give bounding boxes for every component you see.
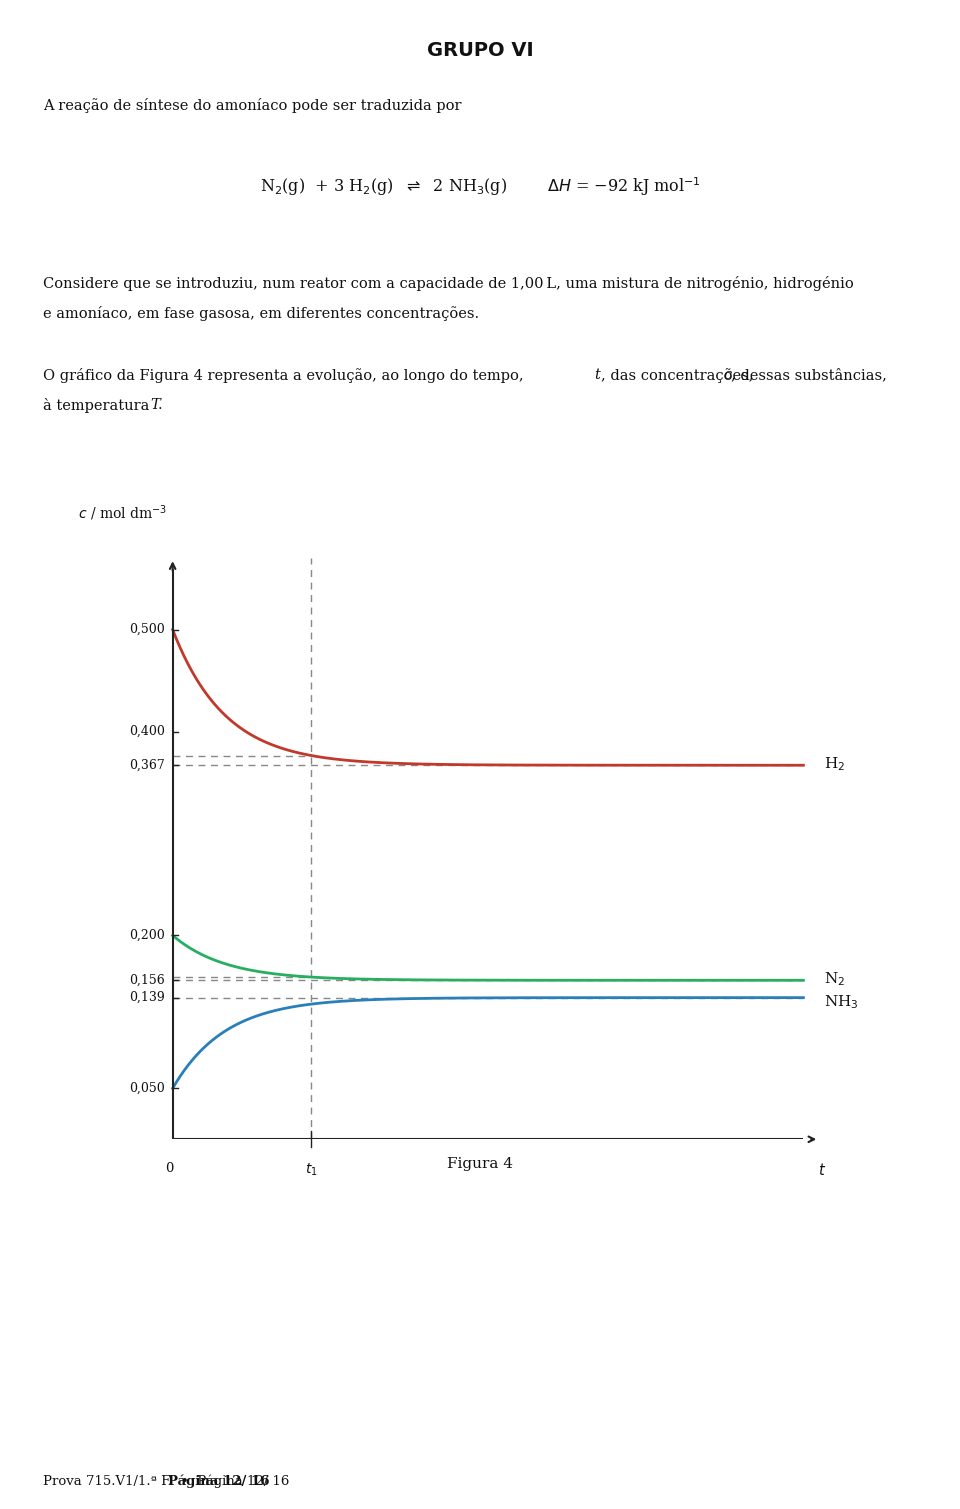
Text: 0,139: 0,139 <box>130 991 165 1003</box>
Text: à temperatura: à temperatura <box>43 398 155 413</box>
Text: T: T <box>151 398 160 412</box>
Text: 0,156: 0,156 <box>130 973 165 987</box>
Text: N$_2$(g)  + 3 H$_2$(g)  $\rightleftharpoons$  2 NH$_3$(g)        $\Delta H$ = $-: N$_2$(g) + 3 H$_2$(g) $\rightleftharpoon… <box>259 175 701 199</box>
Text: Página 12/ 16: Página 12/ 16 <box>168 1474 270 1488</box>
Text: GRUPO VI: GRUPO VI <box>426 41 534 60</box>
Text: H$_2$: H$_2$ <box>825 756 846 773</box>
Text: O gráfico da Figura 4 representa a evolução, ao longo do tempo,: O gráfico da Figura 4 representa a evolu… <box>43 368 528 383</box>
Text: 0: 0 <box>165 1162 174 1174</box>
Text: c: c <box>724 368 732 382</box>
Text: 0,500: 0,500 <box>130 623 165 637</box>
Text: A reação de síntese do amoníaco pode ser traduzida por: A reação de síntese do amoníaco pode ser… <box>43 98 462 113</box>
Text: , das concentrações,: , das concentrações, <box>601 368 758 383</box>
Text: t: t <box>593 368 600 382</box>
Text: , dessas substâncias,: , dessas substâncias, <box>731 368 886 382</box>
Text: Considere que se introduziu, num reator com a capacidade de 1,00 L, uma mistura : Considere que se introduziu, num reator … <box>43 276 854 291</box>
Text: 0,400: 0,400 <box>130 726 165 738</box>
Text: N$_2$: N$_2$ <box>825 970 846 988</box>
Text: $c$ / mol dm$^{-3}$: $c$ / mol dm$^{-3}$ <box>79 504 167 524</box>
Text: .: . <box>157 398 162 412</box>
Text: $t$: $t$ <box>818 1162 827 1177</box>
Text: $t_1$: $t_1$ <box>305 1162 318 1179</box>
Text: Figura 4: Figura 4 <box>447 1157 513 1171</box>
Text: e amoníaco, em fase gasosa, em diferentes concentrações.: e amoníaco, em fase gasosa, em diferente… <box>43 306 479 321</box>
Text: 0,367: 0,367 <box>130 759 165 771</box>
Text: 0,200: 0,200 <box>130 930 165 942</box>
Text: 0,050: 0,050 <box>130 1082 165 1096</box>
Text: Prova 715.V1/1.ª F.  •  Página 12/ 16: Prova 715.V1/1.ª F. • Página 12/ 16 <box>43 1474 290 1488</box>
Text: NH$_3$: NH$_3$ <box>825 993 859 1011</box>
